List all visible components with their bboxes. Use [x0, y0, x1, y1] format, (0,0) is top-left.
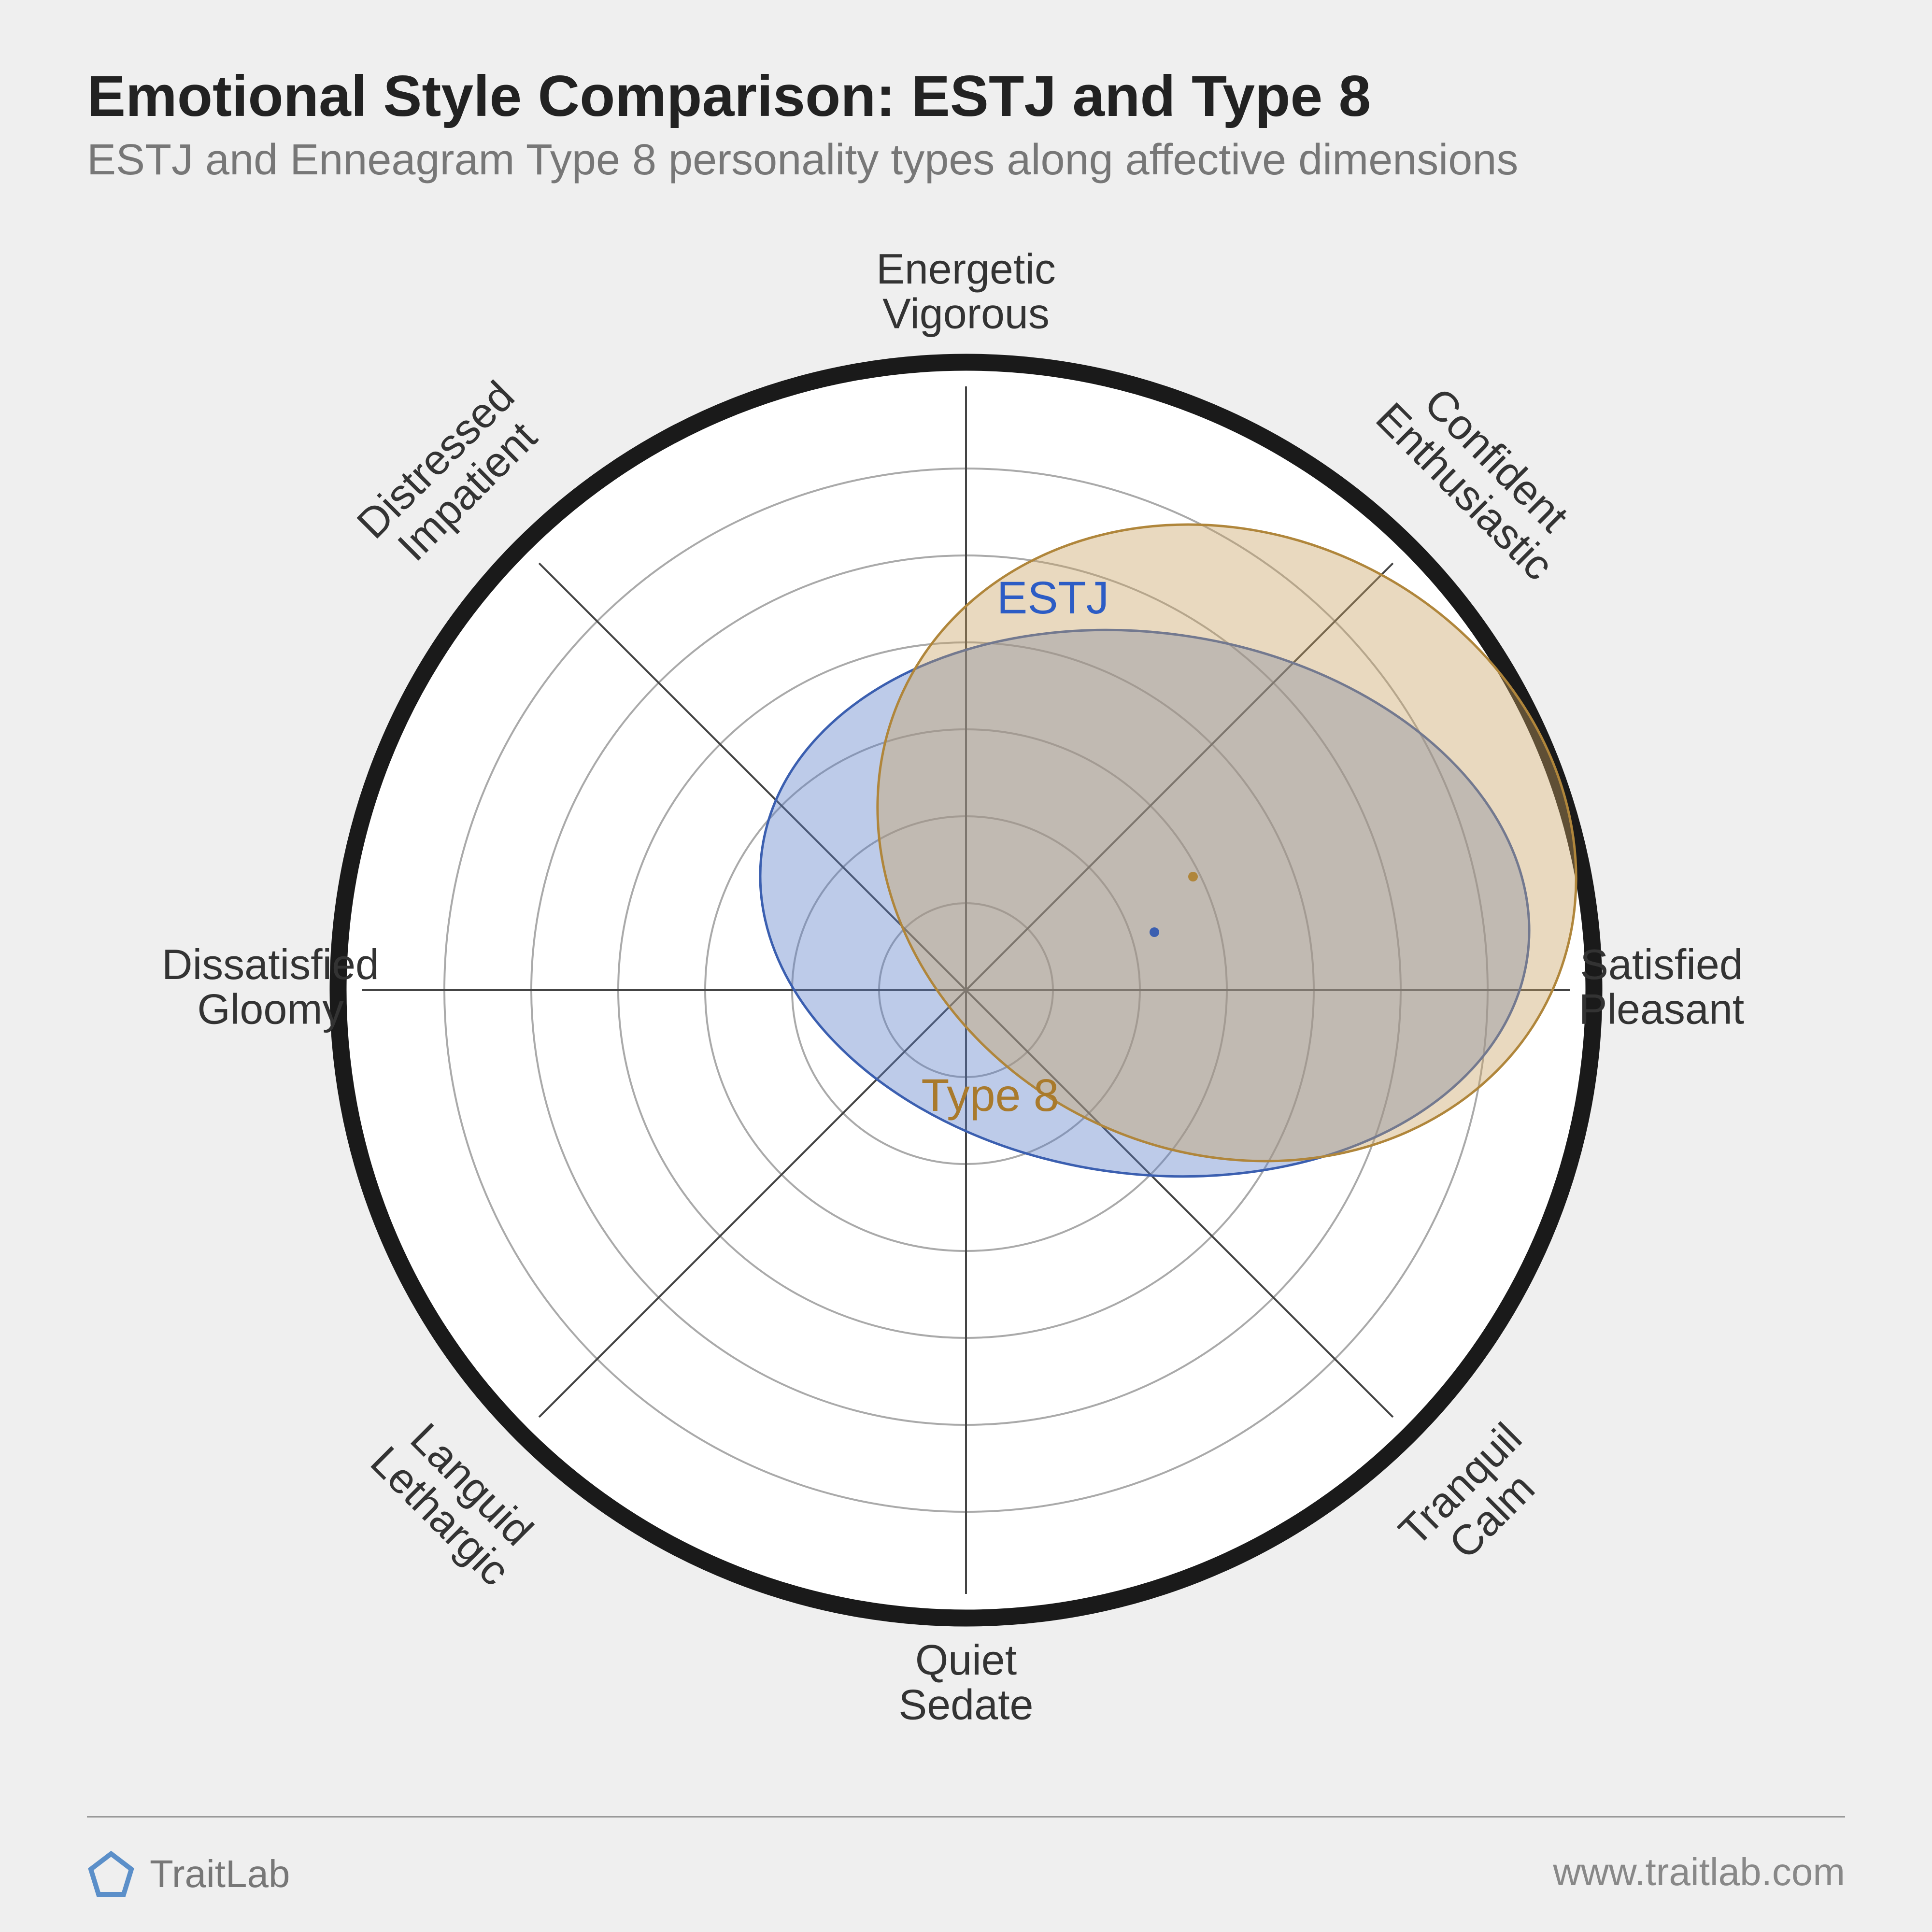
svg-text:Pleasant: Pleasant [1579, 985, 1744, 1033]
svg-text:Sedate: Sedate [899, 1680, 1034, 1728]
axis-label: SatisfiedPleasant [1579, 940, 1744, 1033]
chart-subtitle: ESTJ and Enneagram Type 8 personality ty… [87, 135, 1518, 185]
svg-text:Energetic: Energetic [876, 245, 1056, 293]
svg-text:Gloomy: Gloomy [197, 985, 343, 1033]
axis-label: QuietSedate [899, 1636, 1034, 1728]
axis-label: EnergeticVigorous [876, 245, 1056, 337]
circumplex-chart: ESTJType 8EnergeticVigorousConfidentEnth… [0, 193, 1932, 1787]
svg-text:Quiet: Quiet [915, 1636, 1017, 1684]
series-label-estj: ESTJ [997, 572, 1109, 624]
series-center-type-8 [1188, 872, 1198, 881]
footer-divider [87, 1816, 1845, 1818]
series-center-estj [1150, 927, 1159, 937]
chart-title: Emotional Style Comparison: ESTJ and Typ… [87, 63, 1371, 129]
svg-text:Satisfied: Satisfied [1580, 940, 1743, 988]
footer-url: www.traitlab.com [1553, 1850, 1845, 1894]
footer-brand-block: TraitLab [87, 1850, 290, 1898]
footer-brand-text: TraitLab [150, 1852, 290, 1896]
svg-text:Dissatisfied: Dissatisfied [162, 940, 379, 988]
series-label-type-8: Type 8 [921, 1070, 1059, 1121]
svg-text:Vigorous: Vigorous [882, 289, 1050, 337]
logo-icon [87, 1850, 135, 1898]
